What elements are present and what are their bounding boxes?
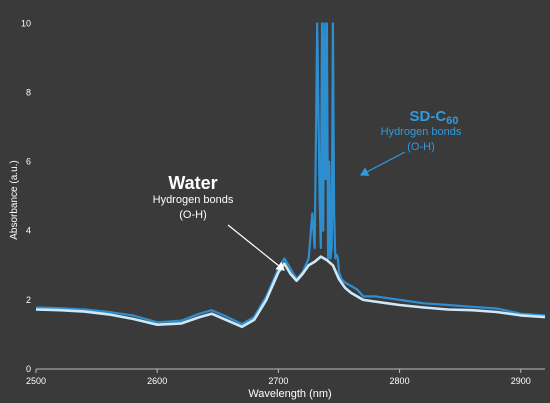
- sd-title-subscript: 60: [446, 115, 458, 127]
- y-tick-label: 2: [26, 295, 31, 305]
- water-subtitle-2: (O-H): [179, 209, 207, 221]
- y-tick-label: 6: [26, 157, 31, 167]
- series-line-sd-c60: [35, 22, 546, 326]
- x-tick-label: 2700: [268, 376, 288, 386]
- water-subtitle-1: Hydrogen bonds: [153, 194, 234, 206]
- y-axis-label: Absorbance (a.u.): [9, 160, 20, 240]
- y-tick-label: 8: [26, 87, 31, 97]
- series-line-water: [35, 255, 546, 329]
- x-tick-label: 2500: [26, 376, 46, 386]
- sd-arrow: [359, 151, 406, 176]
- x-tick-label: 2800: [390, 376, 410, 386]
- sd-subtitle-2: (O-H): [407, 141, 435, 153]
- water-title: Water: [168, 173, 217, 193]
- water-arrow: [227, 224, 285, 271]
- x-axis-label: Wavelength (nm): [248, 388, 331, 400]
- axes: 2500 2600 2700 2800 2900 0 2 4 6 8 10: [21, 18, 545, 386]
- sd-title-main: SD-C: [410, 108, 447, 125]
- sd-subtitle-1: Hydrogen bonds: [381, 126, 462, 138]
- y-tick-label: 4: [26, 226, 31, 236]
- series-layer: [35, 22, 546, 329]
- x-tick-label: 2900: [511, 376, 531, 386]
- y-tick-label: 0: [26, 364, 31, 374]
- x-tick-label: 2600: [147, 376, 167, 386]
- y-tick-label: 10: [21, 18, 31, 28]
- sd-title: SD-C60: [410, 108, 459, 127]
